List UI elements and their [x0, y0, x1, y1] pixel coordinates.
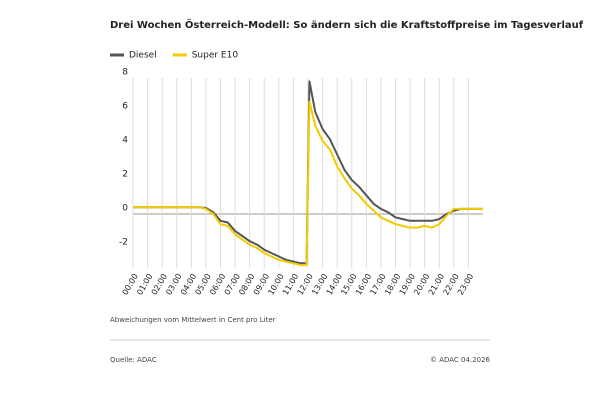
y-tick-label: 8 — [122, 68, 128, 78]
legend-label: Diesel — [129, 51, 157, 61]
y-tick-label: 4 — [122, 136, 128, 146]
y-tick-label: 6 — [122, 102, 128, 112]
chart-title: Drei Wochen Österreich-Modell: So ändern… — [110, 17, 584, 31]
y-tick-label: 2 — [122, 170, 128, 180]
copyright: © ADAC 04.2026 — [430, 356, 491, 364]
note: Abweichungen vom Mittelwert in Cent pro … — [110, 316, 276, 324]
legend-label: Super E10 — [192, 51, 239, 61]
source: Quelle: ADAC — [110, 356, 157, 364]
y-tick-label: -2 — [119, 238, 128, 248]
y-tick-label: 0 — [122, 204, 128, 214]
series-line — [133, 100, 483, 266]
